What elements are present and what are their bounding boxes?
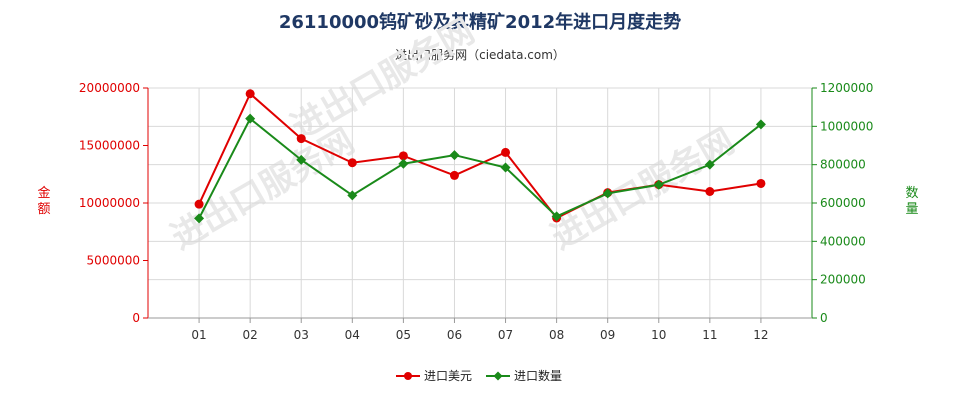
legend: 进口美元 进口数量 — [396, 368, 562, 383]
x-tick-label: 09 — [600, 328, 615, 342]
legend-label-2: 进口数量 — [514, 368, 562, 383]
series-line-2 — [198, 117, 762, 219]
right-tick-label: 0 — [820, 311, 828, 325]
x-tick-label: 01 — [191, 328, 206, 342]
x-tick-label: 06 — [447, 328, 462, 342]
series-2-point — [194, 213, 205, 224]
series-1-point — [449, 170, 459, 180]
axes: 0 5000000 10000000 15000000 20000000 0 200000 4… — [37, 81, 918, 342]
left-tick-label: 15000000 — [79, 139, 140, 153]
series-layer — [194, 89, 766, 224]
right-tick-label: 600000 — [820, 196, 866, 210]
series-1-point — [245, 89, 255, 99]
series-1-point — [296, 134, 306, 144]
x-tick-label: 08 — [549, 328, 564, 342]
x-tick-label: 12 — [753, 328, 768, 342]
left-tick-label: 0 — [132, 311, 140, 325]
series-2-point — [296, 154, 307, 165]
series-2-point — [347, 190, 358, 201]
series-1-point — [756, 178, 766, 188]
series-2-point — [245, 113, 256, 124]
right-tick-label: 800000 — [820, 158, 866, 172]
x-tick-label: 04 — [345, 328, 360, 342]
series-1-point — [705, 187, 715, 196]
left-tick-label: 10000000 — [79, 196, 140, 210]
right-tick-label: 1200000 — [820, 81, 873, 95]
watermark-text: 进出口服务网 — [285, 11, 482, 148]
right-tick-label: 400000 — [820, 234, 866, 248]
series-1-point — [501, 147, 511, 157]
series-2-point — [551, 211, 562, 222]
series-2-point — [602, 188, 613, 199]
series-2-point — [398, 158, 409, 169]
series-line-1 — [198, 92, 762, 220]
y-axis-label-right: 数量 — [905, 186, 918, 217]
series-1-point — [398, 151, 408, 161]
right-tick-label: 200000 — [820, 273, 866, 287]
legend-marker-2 — [493, 371, 503, 381]
x-tick-label: 10 — [651, 328, 666, 342]
series-2-point — [653, 179, 664, 190]
x-tick-label: 07 — [498, 328, 513, 342]
series-2-point — [755, 119, 766, 130]
left-tick-label: 5000000 — [87, 254, 140, 268]
right-tick-label: 1000000 — [820, 119, 873, 133]
watermark-text: 进出口服务网 — [165, 121, 362, 258]
series-2-point — [704, 159, 715, 170]
left-tick-label: 20000000 — [79, 81, 140, 95]
x-tick-label: 03 — [294, 328, 309, 342]
chart-subtitle: 进出口服务网（ciedata.com） — [395, 48, 565, 62]
series-2-point — [449, 150, 460, 161]
x-tick-label: 02 — [243, 328, 258, 342]
chart-title: 26110000钨矿砂及其精矿2012年进口月度走势 — [278, 12, 682, 33]
series-2-point — [500, 162, 511, 173]
x-tick-label: 05 — [396, 328, 411, 342]
legend-label-1: 进口美元 — [424, 369, 472, 383]
legend-marker-1 — [404, 372, 412, 380]
series-1-point — [347, 158, 357, 168]
y-axis-label-left: 金额 — [37, 185, 50, 217]
series-1-point — [194, 199, 204, 209]
x-tick-label: 11 — [702, 328, 717, 342]
